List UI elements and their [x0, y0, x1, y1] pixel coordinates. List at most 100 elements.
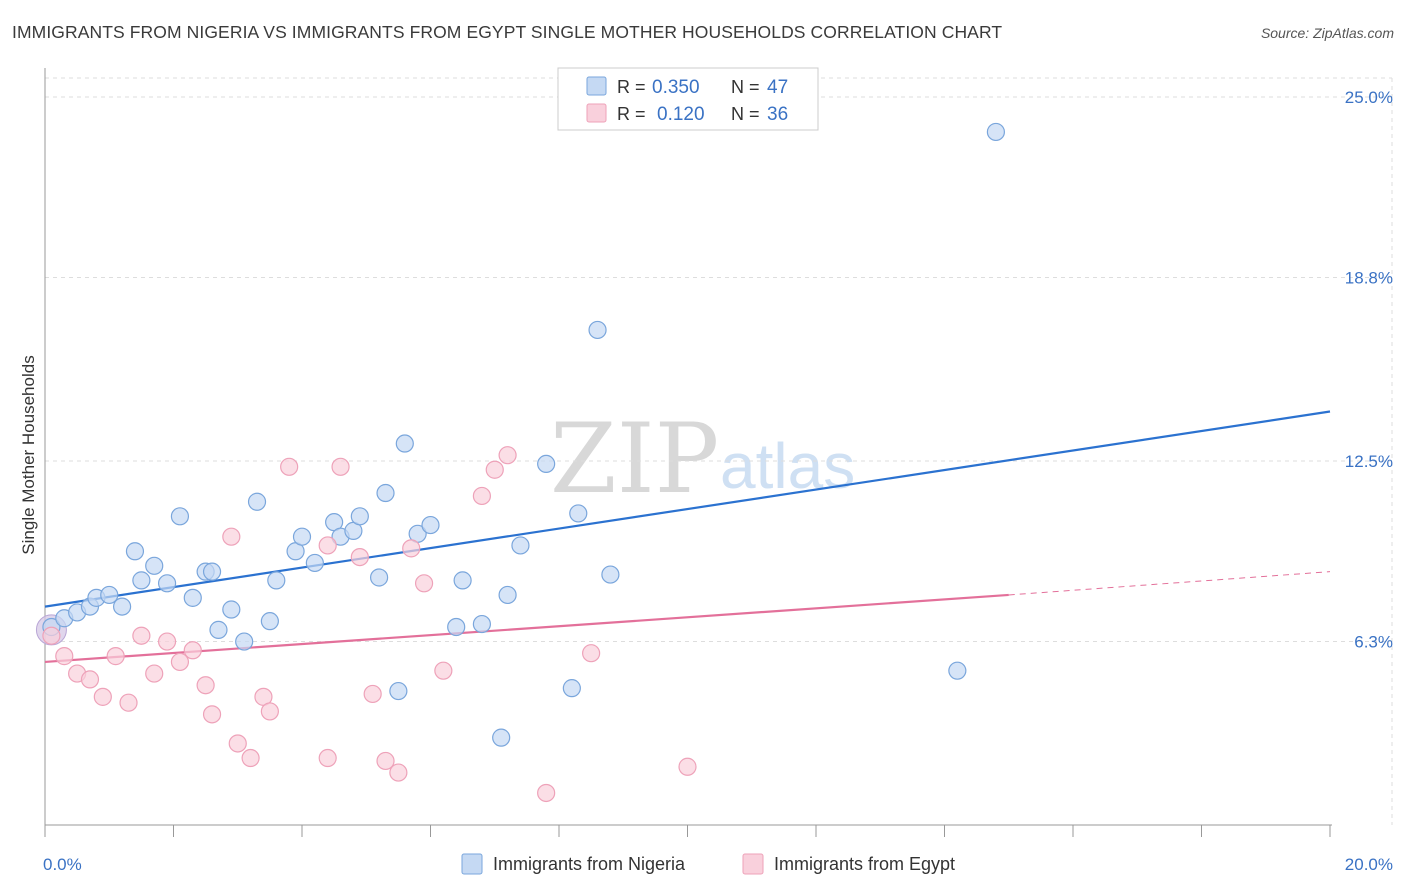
correlation-legend: R = 0.350 N = 47 R = 0.120 N = 36 — [557, 67, 819, 131]
egypt-point — [170, 652, 190, 672]
nigeria-point — [562, 679, 581, 698]
nigeria-point — [948, 661, 967, 680]
egypt-point — [222, 527, 241, 546]
legend-nigeria-n: 47 — [767, 77, 788, 98]
nigeria-point — [447, 617, 466, 637]
series-legend-nigeria-label: Immigrants from Nigeria — [493, 854, 686, 874]
egypt-point — [389, 763, 408, 782]
egypt-point — [280, 457, 299, 476]
watermark-zip: ZIP — [550, 403, 719, 515]
nigeria-point — [222, 600, 241, 619]
watermark-atlas: atlas — [720, 430, 855, 502]
nigeria-point — [292, 527, 312, 546]
nigeria-point — [112, 597, 132, 616]
nigeria-point — [569, 504, 588, 523]
nigeria-point — [100, 585, 119, 605]
egypt-point — [350, 547, 369, 567]
egypt-point — [472, 486, 491, 506]
nigeria-point — [472, 614, 491, 634]
nigeria-point — [145, 556, 164, 575]
legend-n-label: N = — [731, 77, 760, 97]
axes: 6.3% 12.5% 18.8% 25.0% 0.0% 20.0% — [43, 68, 1393, 874]
chart-title: IMMIGRANTS FROM NIGERIA VS IMMIGRANTS FR… — [12, 22, 1003, 42]
egypt-point — [260, 702, 279, 721]
nigeria-trend-line — [44, 410, 1331, 608]
egypt-point — [434, 661, 453, 680]
egypt-point — [318, 536, 337, 555]
nigeria-point — [492, 728, 511, 747]
egypt-point — [402, 539, 421, 558]
nigeria-point — [235, 632, 254, 651]
source-credit: Source: ZipAtlas.com — [1260, 25, 1394, 41]
egypt-point — [485, 460, 504, 479]
legend-egypt-n: 36 — [767, 104, 788, 125]
egypt-point — [55, 647, 74, 666]
egypt-point — [119, 693, 138, 712]
series-legend-nigeria-swatch — [461, 853, 483, 875]
nigeria-point — [183, 588, 202, 607]
egypt-trend-line — [44, 593, 1009, 664]
nigeria-point — [453, 571, 472, 590]
nigeria-point — [588, 320, 607, 340]
egypt-point — [498, 446, 517, 465]
legend-nigeria-swatch — [586, 76, 607, 96]
egypt-point — [363, 684, 382, 704]
nigeria-point — [421, 515, 440, 535]
nigeria-point — [132, 571, 151, 590]
nigeria-point — [389, 681, 408, 701]
x-tick-label: 0.0% — [43, 855, 82, 874]
egypt-point — [678, 757, 697, 776]
nigeria-point — [209, 620, 228, 639]
trend-lines — [44, 410, 1331, 664]
nigeria-point — [537, 454, 556, 474]
x-tick-label: 20.0% — [1345, 855, 1393, 874]
egypt-point — [183, 641, 202, 660]
legend-egypt-r: 0.120 — [657, 104, 705, 125]
nigeria-point — [247, 492, 267, 511]
nigeria-point — [395, 434, 414, 453]
egypt-point — [106, 647, 125, 666]
nigeria-point — [511, 536, 530, 555]
nigeria-point — [498, 585, 517, 605]
egypt-point — [582, 644, 601, 663]
nigeria-point — [157, 574, 177, 593]
egypt-point — [145, 664, 164, 683]
y-tick-label: 12.5% — [1345, 452, 1393, 471]
egypt-point — [93, 687, 112, 706]
egypt-point — [414, 574, 434, 593]
egypt-point — [80, 670, 100, 689]
egypt-point — [202, 705, 222, 724]
y-axis-label: Single Mother Households — [19, 355, 38, 554]
series-legend-egypt-label: Immigrants from Egypt — [774, 854, 955, 874]
egypt-trend-extension — [1008, 571, 1331, 596]
egypt-point — [537, 783, 556, 803]
egypt-point — [132, 626, 151, 645]
nigeria-point — [986, 122, 1006, 142]
nigeria-point — [267, 571, 286, 590]
nigeria-point — [370, 568, 389, 587]
nigeria-point — [202, 562, 222, 581]
nigeria-point — [125, 542, 145, 561]
nigeria-point — [350, 507, 369, 526]
egypt-point — [228, 734, 247, 753]
egypt-point — [196, 676, 215, 695]
y-tick-label: 18.8% — [1345, 269, 1393, 288]
egypt-point — [157, 632, 177, 651]
legend-r-label: R = — [617, 77, 646, 97]
egypt-point — [376, 751, 395, 771]
nigeria-point — [376, 483, 395, 503]
legend-egypt-swatch — [586, 103, 607, 123]
egypt-point — [318, 748, 337, 768]
egypt-point — [331, 457, 350, 476]
legend-r-label-2: R = — [617, 104, 646, 124]
nigeria-point — [601, 565, 620, 584]
nigeria-point — [305, 553, 324, 573]
series-legend-egypt-swatch — [742, 853, 764, 875]
egypt-point — [42, 626, 61, 645]
nigeria-point — [170, 507, 190, 526]
scatter-points — [35, 122, 1006, 803]
legend-n-label-2: N = — [731, 104, 760, 124]
egypt-point — [241, 748, 260, 768]
nigeria-point — [260, 612, 279, 631]
